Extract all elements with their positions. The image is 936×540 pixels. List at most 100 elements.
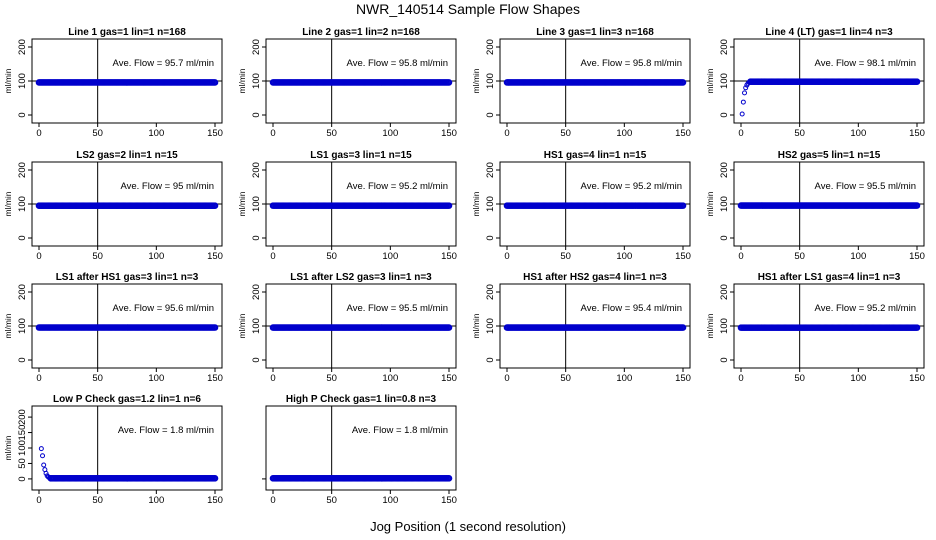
data-point: [445, 79, 453, 86]
x-tick-label: 50: [794, 373, 805, 384]
x-tick-label: 150: [207, 128, 223, 139]
panel-title: HS2 gas=5 lin=1 n=15: [778, 150, 881, 161]
x-tick-label: 0: [36, 128, 41, 139]
panel-title: Line 4 (LT) gas=1 lin=4 n=3: [765, 27, 893, 38]
x-tick-label: 50: [326, 128, 337, 139]
x-tick-label: 150: [441, 128, 457, 139]
y-axis-label: ml/min: [237, 313, 247, 338]
y-tick-label: 100: [485, 73, 496, 89]
x-tick-label: 0: [36, 495, 41, 506]
y-tick-label: 0: [251, 357, 262, 362]
y-tick-label: 200: [17, 162, 28, 178]
data-point: [43, 470, 49, 476]
x-axis-label: Jog Position (1 second resolution): [370, 519, 566, 534]
data-point: [211, 324, 219, 331]
panel-title: Line 1 gas=1 lin=1 n=168: [68, 27, 186, 38]
panel-title: HS1 gas=4 lin=1 n=15: [544, 150, 647, 161]
panel-title: Low P Check gas=1.2 lin=1 n=6: [53, 394, 201, 405]
average-flow-annotation: Ave. Flow = 95.4 ml/min: [581, 303, 682, 314]
x-tick-label: 50: [560, 373, 571, 384]
y-tick-label: 200: [485, 284, 496, 300]
average-flow-annotation: Ave. Flow = 95.2 ml/min: [347, 181, 448, 192]
y-tick-label: 0: [719, 235, 730, 240]
x-tick-label: 100: [382, 495, 398, 506]
data-point: [211, 202, 219, 209]
data-point: [211, 475, 219, 482]
y-tick-label: 100: [17, 318, 28, 334]
average-flow-annotation: Ave. Flow = 95.8 ml/min: [581, 58, 682, 69]
x-tick-label: 50: [326, 495, 337, 506]
figure-title: NWR_140514 Sample Flow Shapes: [356, 1, 580, 17]
x-tick-label: 0: [738, 128, 743, 139]
x-tick-label: 100: [148, 251, 164, 262]
x-tick-label: 150: [207, 251, 223, 262]
x-tick-label: 50: [92, 495, 103, 506]
data-point: [679, 202, 687, 209]
x-tick-label: 100: [616, 373, 632, 384]
panel-title: LS1 gas=3 lin=1 n=15: [310, 150, 412, 161]
y-tick-label: 100: [251, 196, 262, 212]
y-tick-label: 0: [485, 112, 496, 117]
x-tick-label: 150: [675, 251, 691, 262]
x-tick-label: 150: [909, 251, 925, 262]
x-tick-label: 100: [850, 128, 866, 139]
panel-title: HS1 after HS2 gas=4 lin=1 n=3: [523, 272, 667, 283]
y-tick-label: 50: [17, 458, 28, 469]
x-tick-label: 0: [270, 495, 275, 506]
y-tick-label: 200: [17, 409, 28, 425]
x-tick-label: 0: [738, 373, 743, 384]
average-flow-annotation: Ave. Flow = 95.8 ml/min: [347, 58, 448, 69]
x-tick-label: 0: [270, 251, 275, 262]
x-tick-label: 50: [92, 373, 103, 384]
data-point: [445, 202, 453, 209]
y-axis-label: ml/min: [471, 68, 481, 93]
x-tick-label: 150: [441, 373, 457, 384]
x-tick-label: 150: [909, 128, 925, 139]
y-tick-label: 100: [17, 73, 28, 89]
panel-12: HS1 after LS1 gas=4 lin=1 n=3 0 50 100 150 0 1…: [705, 272, 925, 384]
x-tick-label: 100: [148, 495, 164, 506]
average-flow-annotation: Ave. Flow = 95.5 ml/min: [815, 181, 916, 192]
panel-5: LS2 gas=2 lin=1 n=15 0 50 100 150 0 100 200 ml/m…: [3, 150, 223, 262]
y-tick-label: 100: [719, 196, 730, 212]
x-tick-label: 50: [92, 128, 103, 139]
panel-1: Line 1 gas=1 lin=1 n=168 0 50 100 150 0 100 200…: [3, 27, 223, 139]
x-tick-label: 0: [504, 251, 509, 262]
data-point: [913, 202, 921, 209]
y-tick-label: 100: [17, 440, 28, 456]
data-point: [445, 324, 453, 331]
x-tick-label: 50: [560, 128, 571, 139]
x-tick-label: 150: [909, 373, 925, 384]
data-point: [679, 79, 687, 86]
panel-10: LS1 after LS2 gas=3 lin=1 n=3 0 50 100 150 0 1…: [237, 272, 457, 384]
y-axis-label: ml/min: [471, 313, 481, 338]
y-tick-label: 200: [485, 39, 496, 55]
y-axis-label: ml/min: [3, 435, 13, 460]
y-tick-label: 0: [719, 112, 730, 117]
x-tick-label: 100: [382, 128, 398, 139]
data-point: [740, 99, 746, 105]
y-tick-label: 200: [719, 284, 730, 300]
x-tick-label: 100: [850, 373, 866, 384]
y-axis-label: ml/min: [705, 313, 715, 338]
x-tick-label: 150: [441, 495, 457, 506]
x-tick-label: 150: [207, 495, 223, 506]
x-tick-label: 0: [36, 373, 41, 384]
data-point: [913, 324, 921, 331]
y-tick-label: 200: [17, 39, 28, 55]
panel-4: Line 4 (LT) gas=1 lin=4 n=3 0 50 100 150 0 100…: [705, 27, 925, 139]
x-tick-label: 150: [675, 128, 691, 139]
average-flow-annotation: Ave. Flow = 1.8 ml/min: [352, 425, 448, 436]
y-tick-label: 200: [719, 162, 730, 178]
x-tick-label: 0: [270, 128, 275, 139]
y-tick-label: 0: [17, 476, 28, 481]
panel-title: LS1 after HS1 gas=3 lin=1 n=3: [56, 272, 199, 283]
average-flow-annotation: Ave. Flow = 95.7 ml/min: [113, 58, 214, 69]
x-tick-label: 50: [794, 251, 805, 262]
y-tick-label: 100: [485, 318, 496, 334]
panel-11: HS1 after HS2 gas=4 lin=1 n=3 0 50 100 150 0 1…: [471, 272, 691, 384]
average-flow-annotation: Ave. Flow = 1.8 ml/min: [118, 425, 214, 436]
panel-title: High P Check gas=1 lin=0.8 n=3: [286, 394, 437, 405]
y-tick-label: 0: [17, 235, 28, 240]
